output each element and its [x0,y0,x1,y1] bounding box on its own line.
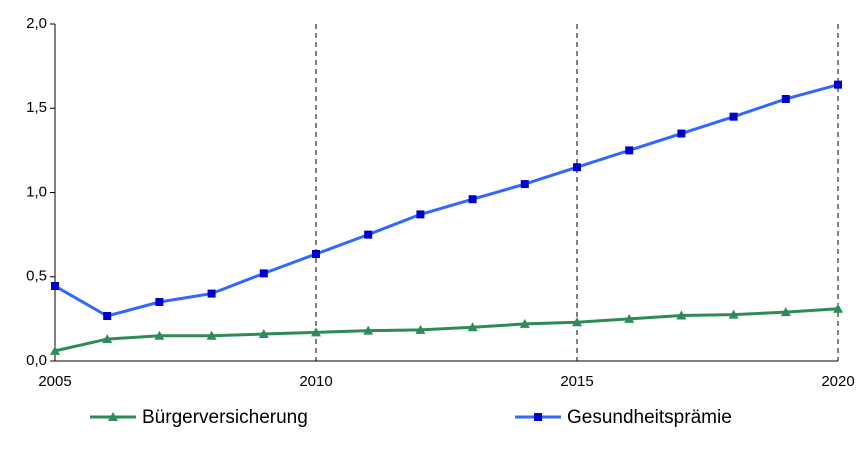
legend-label: Gesundheitsprämie [567,407,732,428]
marker [729,112,738,121]
marker [363,325,374,335]
y-tick-label: 0,0 [26,352,47,369]
marker [155,298,164,307]
marker [519,318,530,328]
marker [834,80,842,89]
y-tick-label: 0,5 [26,268,47,285]
legend-marker [534,413,542,421]
marker [206,330,217,340]
marker [624,313,635,323]
marker [416,210,425,219]
series-line [54,307,839,353]
x-tick-label: 2020 [821,373,854,390]
x-tick-label: 2015 [560,373,593,390]
x-tick-label: 2005 [38,373,71,390]
marker [781,94,790,103]
marker [415,324,426,334]
legend-label: Bürgerversicherung [142,407,308,428]
marker [676,310,687,320]
marker [573,163,581,172]
y-tick-label: 2,0 [26,15,47,32]
y-tick-label: 1,5 [26,99,47,116]
legend-marker [108,412,118,421]
marker [625,146,634,155]
marker [50,345,60,355]
marker [311,327,321,337]
marker [102,334,113,344]
marker [677,129,686,138]
series-line [54,83,839,318]
marker [728,309,739,319]
marker [467,322,478,332]
marker [207,289,216,298]
marker [364,230,373,239]
marker [312,250,320,259]
marker [780,307,791,317]
marker [468,195,477,204]
marker [520,180,529,189]
marker [833,303,843,313]
marker [103,312,112,321]
marker [154,330,165,340]
marker [51,282,59,291]
marker [572,317,582,327]
marker [259,269,268,278]
x-tick-label: 2010 [299,373,332,390]
marker [258,329,269,339]
y-tick-label: 1,0 [26,183,47,200]
